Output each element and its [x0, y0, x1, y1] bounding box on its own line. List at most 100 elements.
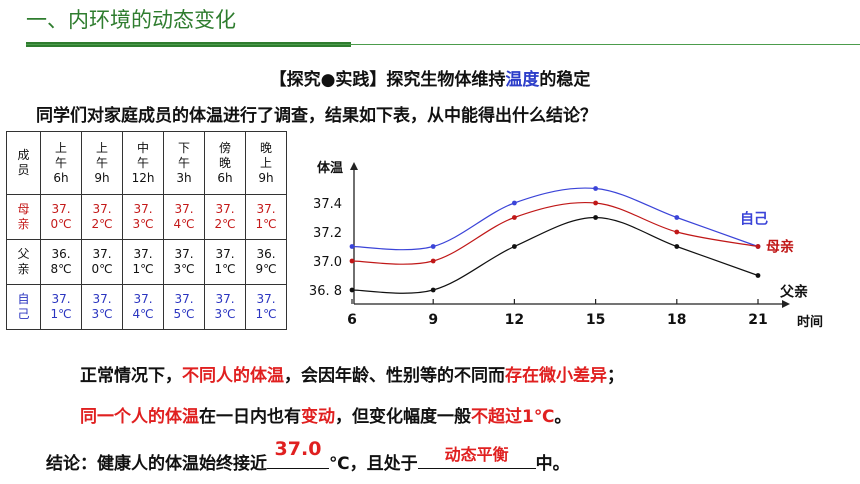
table-cell: 37. 1℃: [40, 284, 82, 330]
table-cell: 37. 3℃: [81, 284, 123, 330]
observation-paragraph-2: 同一个人的体温在一日内也有变动，但变化幅度一般不超过1℃。: [80, 402, 571, 427]
y-tick-label: 36. 8: [309, 284, 342, 299]
series-point: [349, 258, 355, 264]
series-point: [512, 244, 517, 249]
observation-paragraph-1: 正常情况下，不同人的体温，会因年龄、性别等的不同而存在微小差异；: [80, 361, 624, 386]
series-point: [674, 229, 680, 235]
table-cell: 37. 3℃: [204, 284, 246, 330]
table-cell: 37. 3℃: [122, 194, 164, 240]
table-cell: 36. 9℃: [245, 239, 287, 285]
para1-text-e: ；: [607, 366, 624, 386]
series-point: [349, 287, 355, 293]
para2-highlight-e: 不超过1℃: [471, 407, 555, 427]
table-cell-name: 父 亲: [6, 239, 41, 285]
table-cell: 37. 0℃: [40, 194, 82, 240]
table-cell: 36. 8℃: [40, 239, 82, 285]
answer-blank-1: 37.0: [267, 438, 329, 469]
table-cell: 37. 5℃: [163, 284, 205, 330]
para2-highlight-a: 同一个人的体温: [80, 407, 199, 427]
series-point: [755, 244, 761, 249]
answer-1: 37.0: [274, 438, 322, 460]
table-cell: 37. 2℃: [204, 194, 246, 240]
temperature-table: 成 员 上 午 6h 上 午 9h 中 午 12h 下 午 3h 傍 晚 6h …: [6, 131, 287, 330]
para2-text-b: 在一日内也有: [199, 407, 301, 427]
x-tick-label: 12: [505, 312, 524, 328]
series-label: 父亲: [779, 284, 808, 301]
x-axis-title: 时间: [797, 314, 823, 330]
table-cell: 37. 1℃: [245, 284, 287, 330]
table-header-cell: 傍 晚 6h: [204, 131, 246, 195]
subtitle-suffix: 的稳定: [539, 70, 591, 90]
series-point: [430, 244, 436, 249]
para2-highlight-c: 变动: [301, 407, 335, 427]
y-tick-label: 37.0: [313, 255, 342, 270]
y-tick-label: 37.2: [313, 226, 342, 241]
subtitle-prefix: 【探究●实践】探究生物体维持: [269, 70, 506, 90]
x-tick-label: 21: [748, 312, 767, 328]
x-tick-label: 15: [586, 312, 605, 328]
conclusion-paragraph: 结论：健康人的体温始终接近 37.0 ℃，且处于 动态平衡 中。: [46, 438, 570, 474]
series-label: 母亲: [766, 239, 794, 256]
x-tick-label: 18: [667, 312, 686, 328]
series-label: 自己: [740, 211, 768, 228]
table-header-cell: 上 午 9h: [81, 131, 123, 195]
series-point: [430, 258, 436, 264]
subtitle: 【探究●实践】探究生物体维持温度的稳定: [0, 65, 860, 90]
table-cell: 37. 1℃: [204, 239, 246, 285]
table-cell-name: 母 亲: [6, 194, 41, 240]
series-point: [349, 244, 355, 249]
x-axis-arrow: [782, 300, 790, 308]
series-point: [755, 273, 761, 278]
x-tick-label: 9: [428, 312, 438, 328]
para2-text-f: 。: [554, 407, 572, 427]
answer-2: 动态平衡: [444, 445, 509, 464]
table-header-row: 成 员 上 午 6h 上 午 9h 中 午 12h 下 午 3h 傍 晚 6h …: [6, 131, 287, 195]
series-line: [351, 216, 759, 294]
y-tick-label: 37.4: [313, 197, 342, 212]
table-cell: 37. 1℃: [122, 239, 164, 285]
table-cell: 37. 0℃: [81, 239, 123, 285]
series-line: [351, 187, 759, 251]
series-point: [430, 287, 436, 293]
x-tick-label: 6: [347, 312, 357, 328]
series-line: [351, 201, 759, 265]
table-row-self: 自 己 37. 1℃ 37. 3℃ 37. 4℃ 37. 5℃ 37. 3℃ 3…: [6, 284, 287, 330]
answer-blank-2: 动态平衡: [417, 445, 536, 469]
series-point: [674, 215, 680, 220]
conclusion-text-c: 中。: [535, 454, 570, 474]
table-cell-name: 自 己: [6, 284, 41, 330]
y-axis-title: 体温: [317, 160, 343, 176]
series-point: [593, 215, 598, 220]
chart-axes: [350, 162, 790, 308]
subtitle-highlight: 温度: [505, 70, 540, 90]
table-header-cell: 上 午 6h: [40, 131, 82, 195]
table-cell: 37. 2℃: [81, 194, 123, 240]
chart-series: [349, 186, 761, 294]
table-header-cell: 成 员: [6, 131, 41, 195]
series-point: [674, 244, 680, 249]
table-row-father: 父 亲 36. 8℃ 37. 0℃ 37. 1℃ 37. 3℃ 37. 1℃ 3…: [6, 239, 287, 285]
para1-text-a: 正常情况下，: [80, 366, 182, 386]
table-cell: 37. 4℃: [122, 284, 164, 330]
question-text: 同学们对家庭成员的体温进行了调查，结果如下表，从中能得出什么结论？: [36, 106, 597, 126]
table-row-mother: 母 亲 37. 0℃ 37. 2℃ 37. 3℃ 37. 4℃ 37. 2℃ 3…: [6, 194, 287, 240]
table-header-cell: 晚 上 9h: [245, 131, 287, 195]
conclusion-text-b: ℃，且处于: [329, 454, 418, 474]
series-point: [512, 200, 517, 206]
table-cell: 37. 4℃: [163, 194, 205, 240]
para1-text-c: ，会因年龄、性别等的不同而: [284, 366, 505, 386]
series-point: [512, 215, 517, 220]
series-point: [593, 200, 598, 206]
conclusion-text-a: 结论：健康人的体温始终接近: [46, 454, 267, 474]
para2-text-d: ，但变化幅度一般: [335, 407, 471, 427]
table-cell: 37. 3℃: [163, 239, 205, 285]
para1-highlight-b: 不同人的体温: [182, 366, 284, 386]
table-header-cell: 中 午 12h: [122, 131, 164, 195]
table-cell: 37. 1℃: [245, 194, 287, 240]
section-divider: [26, 44, 860, 45]
series-point: [593, 186, 598, 191]
para1-highlight-d: 存在微小差异: [505, 366, 607, 386]
section-title: 一、内环境的动态变化: [26, 8, 236, 32]
